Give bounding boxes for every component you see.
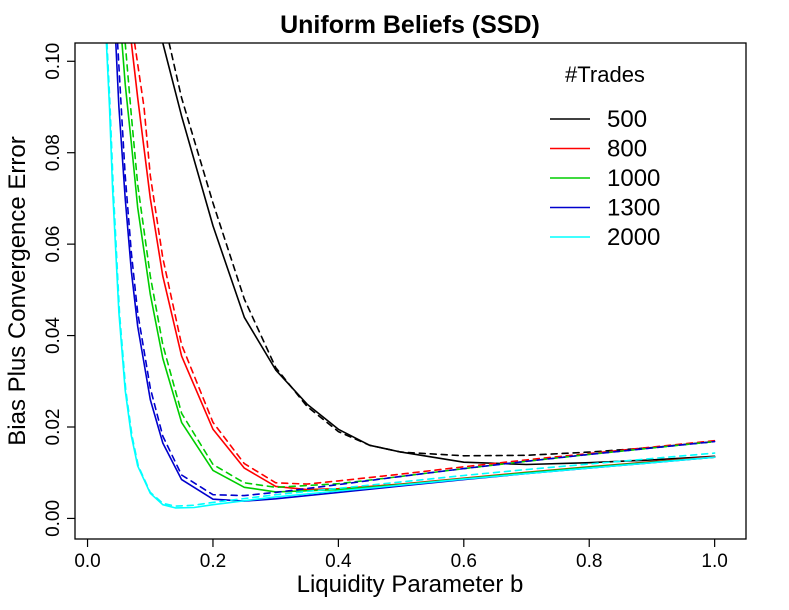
series-line-2000-solid — [105, 43, 716, 509]
legend-label: 1300 — [607, 195, 660, 222]
series-line-1000-dashed — [124, 43, 716, 489]
chart-title: Uniform Beliefs (SSD) — [280, 11, 540, 39]
y-tick-label: 0.06 — [43, 226, 64, 263]
x-axis-label: Liquidity Parameter b — [297, 571, 524, 598]
series-line-500-solid — [162, 43, 716, 466]
legend-title: #Trades — [565, 62, 645, 87]
x-tick-label: 0.4 — [325, 551, 352, 572]
x-tick-label: 0.8 — [576, 551, 602, 572]
legend-label: 500 — [607, 106, 647, 133]
series-line-1300-dashed — [116, 43, 716, 497]
series-line-800-dashed — [133, 43, 716, 485]
x-tick-label: 0.6 — [451, 551, 477, 572]
series-line-2000-dashed — [106, 43, 716, 507]
y-tick-label: 0.04 — [43, 317, 64, 354]
legend-label: 2000 — [607, 224, 660, 251]
y-tick-label: 0.10 — [43, 43, 64, 80]
x-tick-label: 0.2 — [200, 551, 226, 572]
x-tick-label: 0.0 — [74, 551, 100, 572]
series-line-500-dashed — [168, 43, 716, 457]
y-axis-label: Bias Plus Convergence Error — [4, 136, 31, 445]
y-axis: 0.00 0.02 0.04 0.06 0.08 0.10 — [43, 43, 75, 537]
legend-label: 800 — [607, 136, 647, 163]
x-axis: 0.0 0.2 0.4 0.6 0.8 1.0 — [74, 539, 728, 572]
series-line-1000-solid — [121, 43, 716, 493]
plot-frame — [74, 42, 747, 540]
legend-label: 1000 — [607, 165, 660, 192]
y-tick-label: 0.02 — [43, 409, 64, 446]
series-layer — [105, 43, 716, 509]
y-tick-label: 0.00 — [43, 500, 64, 537]
x-tick-label: 1.0 — [701, 551, 727, 572]
y-tick-label: 0.08 — [43, 134, 64, 171]
